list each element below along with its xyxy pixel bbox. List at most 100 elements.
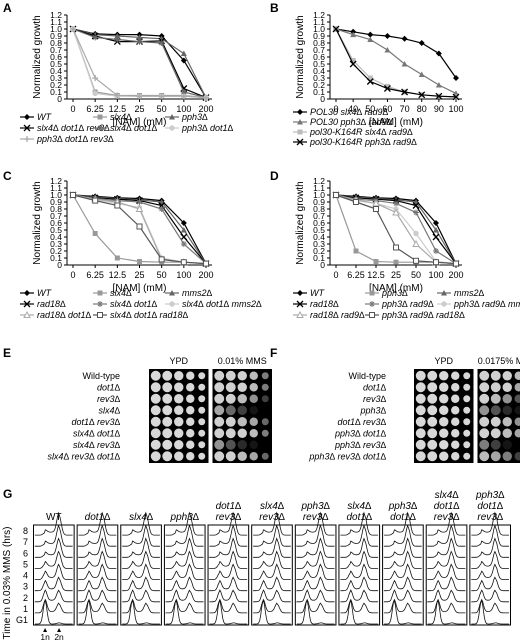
colony-spot	[198, 406, 206, 414]
colony-spot	[415, 416, 426, 427]
histogram-trace	[165, 563, 204, 580]
colony-spot	[463, 452, 471, 460]
y-tick-label: 0	[57, 94, 62, 104]
colony-spot	[479, 451, 490, 462]
y-tick-label: 0.3	[50, 73, 62, 83]
colony-spot	[186, 371, 195, 380]
data-point	[136, 93, 143, 100]
colony-spot	[198, 372, 206, 380]
colony-spot	[249, 406, 258, 415]
colony-spot	[225, 428, 236, 439]
colony-spot	[439, 428, 449, 438]
data-point	[332, 25, 340, 33]
colony-spot	[174, 440, 184, 450]
x-tick-label: 50	[157, 104, 167, 114]
colony-spot	[237, 405, 247, 415]
x-tick-label: 50	[365, 104, 375, 114]
colony-spot	[237, 417, 247, 427]
legend-marker	[97, 114, 103, 120]
flow-column: dot1∆	[76, 511, 119, 626]
colony-spot	[174, 394, 184, 404]
column-label: dot1∆	[477, 501, 503, 512]
colony-spot	[514, 383, 520, 392]
data-point	[114, 92, 121, 99]
colony-spot	[261, 452, 269, 460]
histogram-trace	[383, 524, 422, 547]
histogram-trace	[165, 599, 204, 625]
data-point	[452, 93, 460, 101]
data-point	[136, 223, 143, 230]
histogram-trace	[35, 599, 73, 625]
histogram-trace	[209, 599, 248, 625]
colony-spot	[514, 406, 520, 415]
data-point	[384, 33, 391, 39]
data-point	[418, 71, 425, 77]
legend-marker	[296, 310, 304, 318]
colony-spot	[514, 452, 520, 461]
legend-label: rad18∆ dot1∆	[37, 310, 92, 320]
histogram-trace	[209, 598, 248, 614]
chart-a: 00.10.20.30.40.50.60.70.80.91.01.11.20 6.…	[20, 10, 234, 144]
histogram-trace	[295, 589, 335, 603]
y-tick-label: 0.1	[313, 87, 325, 97]
histogram-trace	[252, 524, 291, 547]
colony-spot	[237, 440, 247, 450]
chart-b: 00.10.20.30.40.50.60.70.80.91.01.11.20 40…	[293, 10, 464, 147]
colony-spot	[490, 428, 501, 439]
data-point	[412, 239, 420, 247]
legend-marker	[97, 312, 103, 318]
histogram-trace	[78, 511, 117, 536]
colony-spot	[237, 451, 247, 461]
colony-spot	[502, 405, 512, 415]
histogram-trace	[34, 537, 73, 558]
colony-spot	[186, 406, 195, 415]
histogram-trace	[165, 589, 204, 603]
data-point	[203, 94, 209, 101]
column-label: slx4∆	[347, 501, 371, 512]
histogram-trace	[208, 550, 248, 569]
colony-spot	[162, 428, 173, 439]
y-tick-label: 0.9	[313, 31, 325, 41]
x-tick-label: 50	[157, 270, 167, 280]
condition-label: 0.01% MMS	[218, 356, 267, 366]
x-axis-label: [NAM] (mM)	[369, 117, 423, 128]
column-frame	[33, 524, 75, 626]
column-frame	[163, 524, 206, 626]
legend-label: rad18∆ rad9∆	[310, 310, 365, 320]
line-charts: 00.10.20.30.40.50.60.70.80.91.01.11.20 6.…	[20, 10, 520, 320]
colony-spot	[479, 428, 490, 439]
legend-label: POL30 slx4∆ rad9∆	[310, 107, 389, 117]
legend-marker	[297, 129, 303, 135]
series-3	[332, 25, 460, 101]
histogram-trace	[208, 563, 248, 580]
y-tick-label: 0.2	[50, 246, 62, 256]
colony-spot	[174, 382, 184, 392]
y-tick-label: 0.5	[50, 59, 62, 69]
x-tick-label: 12.5	[109, 270, 127, 280]
data-point	[180, 241, 187, 247]
strain-label: rev3∆	[363, 394, 387, 404]
y-tick-label: 1.2	[313, 176, 325, 186]
legend-marker	[169, 125, 175, 131]
colony-spot	[225, 393, 236, 404]
histogram-trace	[165, 537, 204, 558]
y-tick-label: 1.2	[313, 10, 325, 20]
histogram-trace	[383, 576, 422, 592]
chart-d: 00.10.20.30.40.50.60.70.80.91.01.11.20 6.…	[293, 176, 520, 320]
legend-label: slx4∆ dot1∆ rad18∆	[110, 310, 189, 320]
histogram-trace	[121, 563, 160, 580]
histogram-trace	[296, 550, 335, 569]
colony-spot	[150, 428, 161, 439]
series-7	[70, 192, 209, 267]
colony-spot	[186, 429, 195, 438]
colony-spot	[463, 441, 471, 449]
x-tick-label: 25	[134, 104, 144, 114]
colony-spot	[198, 383, 206, 391]
y-tick-label: 1.0	[50, 24, 62, 34]
strain-label: pph3∆ dot1∆	[334, 428, 387, 438]
legend-marker	[24, 290, 30, 296]
colony-spot	[439, 451, 449, 461]
flow-column: slx4∆	[120, 511, 162, 626]
